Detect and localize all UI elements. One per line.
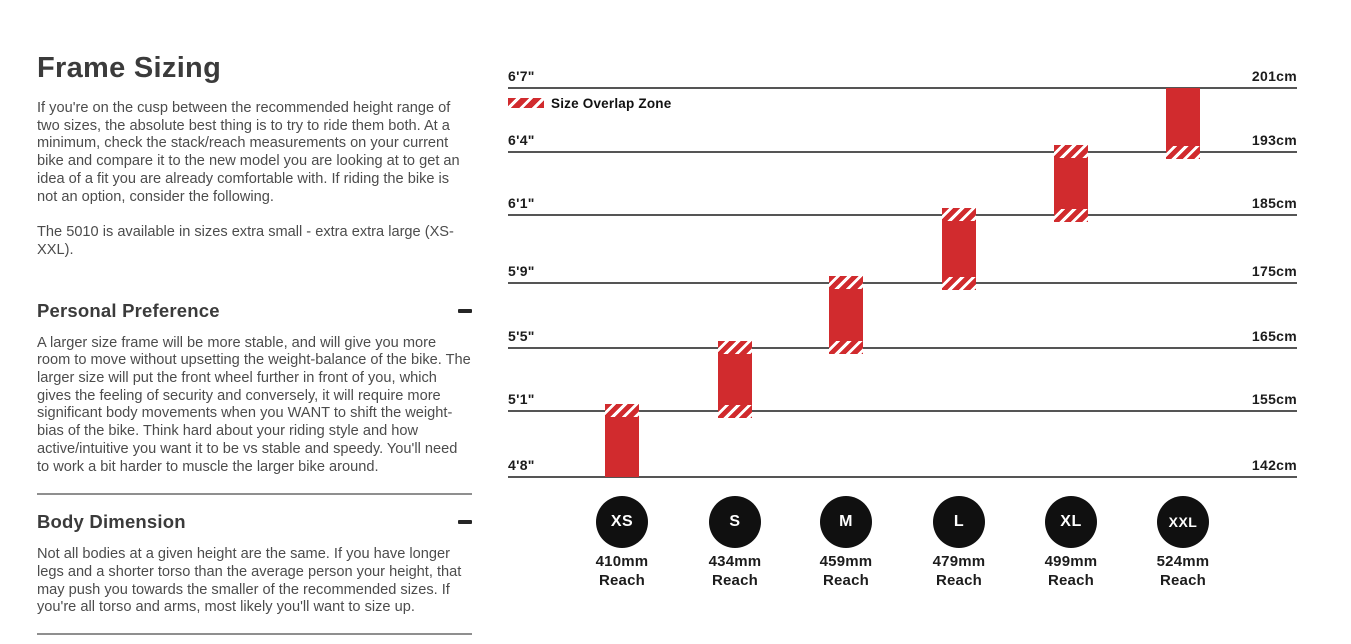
reach-word: Reach [1159, 572, 1207, 589]
page-title: Frame Sizing [37, 52, 222, 84]
body-dimension-heading: Body Dimension [37, 511, 186, 533]
height-gridline: 6'7" 201cm [508, 68, 1297, 89]
height-tick-ft: 6'4" [508, 132, 535, 148]
height-gridline: 5'1" 155cm [508, 391, 1297, 412]
size-badge-l: L [933, 496, 985, 548]
height-gridline: 5'5" 165cm [508, 328, 1297, 349]
overlap-hatch [1054, 145, 1088, 158]
reach-word: Reach [598, 572, 646, 589]
height-gridline: 6'1" 185cm [508, 195, 1297, 216]
reach-value: 434mm [708, 553, 762, 570]
overlap-hatch [1166, 146, 1200, 159]
overlap-hatch [605, 404, 639, 417]
height-gridline: 5'9" 175cm [508, 263, 1297, 284]
height-gridline: 4'8" 142cm [508, 457, 1297, 478]
height-tick-ft: 5'9" [508, 263, 535, 279]
height-tick-ft: 6'1" [508, 195, 535, 211]
legend-label: Size Overlap Zone [551, 95, 672, 111]
height-tick-ft: 4'8" [508, 457, 535, 473]
size-bar-l [942, 208, 976, 290]
overlap-hatch [1054, 209, 1088, 222]
size-bar-m [829, 276, 863, 354]
reach-word: Reach [935, 572, 983, 589]
reach-word: Reach [822, 572, 870, 589]
overlap-hatch [829, 341, 863, 354]
height-tick-ft: 6'7" [508, 68, 535, 84]
reach-value: 459mm [819, 553, 873, 570]
accordion-body-dimension[interactable]: Body Dimension [37, 511, 472, 533]
size-overlap-hatch-swatch-icon [508, 98, 544, 108]
reach-word: Reach [711, 572, 759, 589]
personal-preference-body: A larger size frame will be more stable,… [37, 334, 471, 475]
reach-label-s: 434mm Reach [690, 552, 780, 590]
height-tick-cm: 155cm [1251, 391, 1297, 407]
height-tick-cm: 165cm [1251, 328, 1297, 344]
height-tick-ft: 5'5" [508, 328, 535, 344]
size-badge-s: S [709, 496, 761, 548]
collapse-minus-icon[interactable] [458, 308, 472, 313]
reach-label-m: 459mm Reach [801, 552, 891, 590]
height-tick-cm: 201cm [1251, 68, 1297, 84]
height-tick-cm: 142cm [1251, 457, 1297, 473]
reach-label-xs: 410mm Reach [577, 552, 667, 590]
size-bar-s [718, 341, 752, 418]
height-tick-ft: 5'1" [508, 391, 535, 407]
reach-label-xxl: 524mm Reach [1138, 552, 1228, 590]
height-tick-cm: 185cm [1251, 195, 1297, 211]
size-bar-xxl [1166, 88, 1200, 159]
chart-legend: Size Overlap Zone [508, 95, 672, 111]
accordion-personal-preference[interactable]: Personal Preference [37, 300, 472, 322]
height-tick-cm: 175cm [1251, 263, 1297, 279]
height-tick-cm: 193cm [1251, 132, 1297, 148]
reach-value: 410mm [595, 553, 649, 570]
size-badge-xs: XS [596, 496, 648, 548]
section-divider [37, 493, 472, 496]
reach-value: 499mm [1044, 553, 1098, 570]
size-badge-xl: XL [1045, 496, 1097, 548]
size-badge-xxl: XXL [1157, 496, 1209, 548]
reach-label-xl: 499mm Reach [1026, 552, 1116, 590]
overlap-hatch [829, 276, 863, 289]
overlap-hatch [942, 277, 976, 290]
collapse-minus-icon[interactable] [458, 520, 472, 525]
reach-word: Reach [1047, 572, 1095, 589]
intro-paragraph: If you're on the cusp between the recomm… [37, 100, 460, 205]
body-dimension-body: Not all bodies at a given height are the… [37, 546, 462, 616]
size-bar-xs [605, 404, 639, 477]
overlap-hatch [718, 405, 752, 418]
reach-value: 524mm [1156, 553, 1210, 570]
personal-preference-heading: Personal Preference [37, 299, 220, 321]
frame-sizing-text-column: Frame Sizing If you're on the cusp betwe… [37, 0, 472, 636]
height-gridline: 6'4" 193cm [508, 132, 1297, 153]
reach-label-l: 479mm Reach [914, 552, 1004, 590]
size-badge-m: M [820, 496, 872, 548]
size-bar-xl [1054, 145, 1088, 222]
overlap-hatch [942, 208, 976, 221]
section-divider [37, 633, 472, 636]
availability-paragraph: The 5010 is available in sizes extra sma… [37, 224, 454, 258]
overlap-hatch [718, 341, 752, 354]
reach-value: 479mm [932, 553, 986, 570]
